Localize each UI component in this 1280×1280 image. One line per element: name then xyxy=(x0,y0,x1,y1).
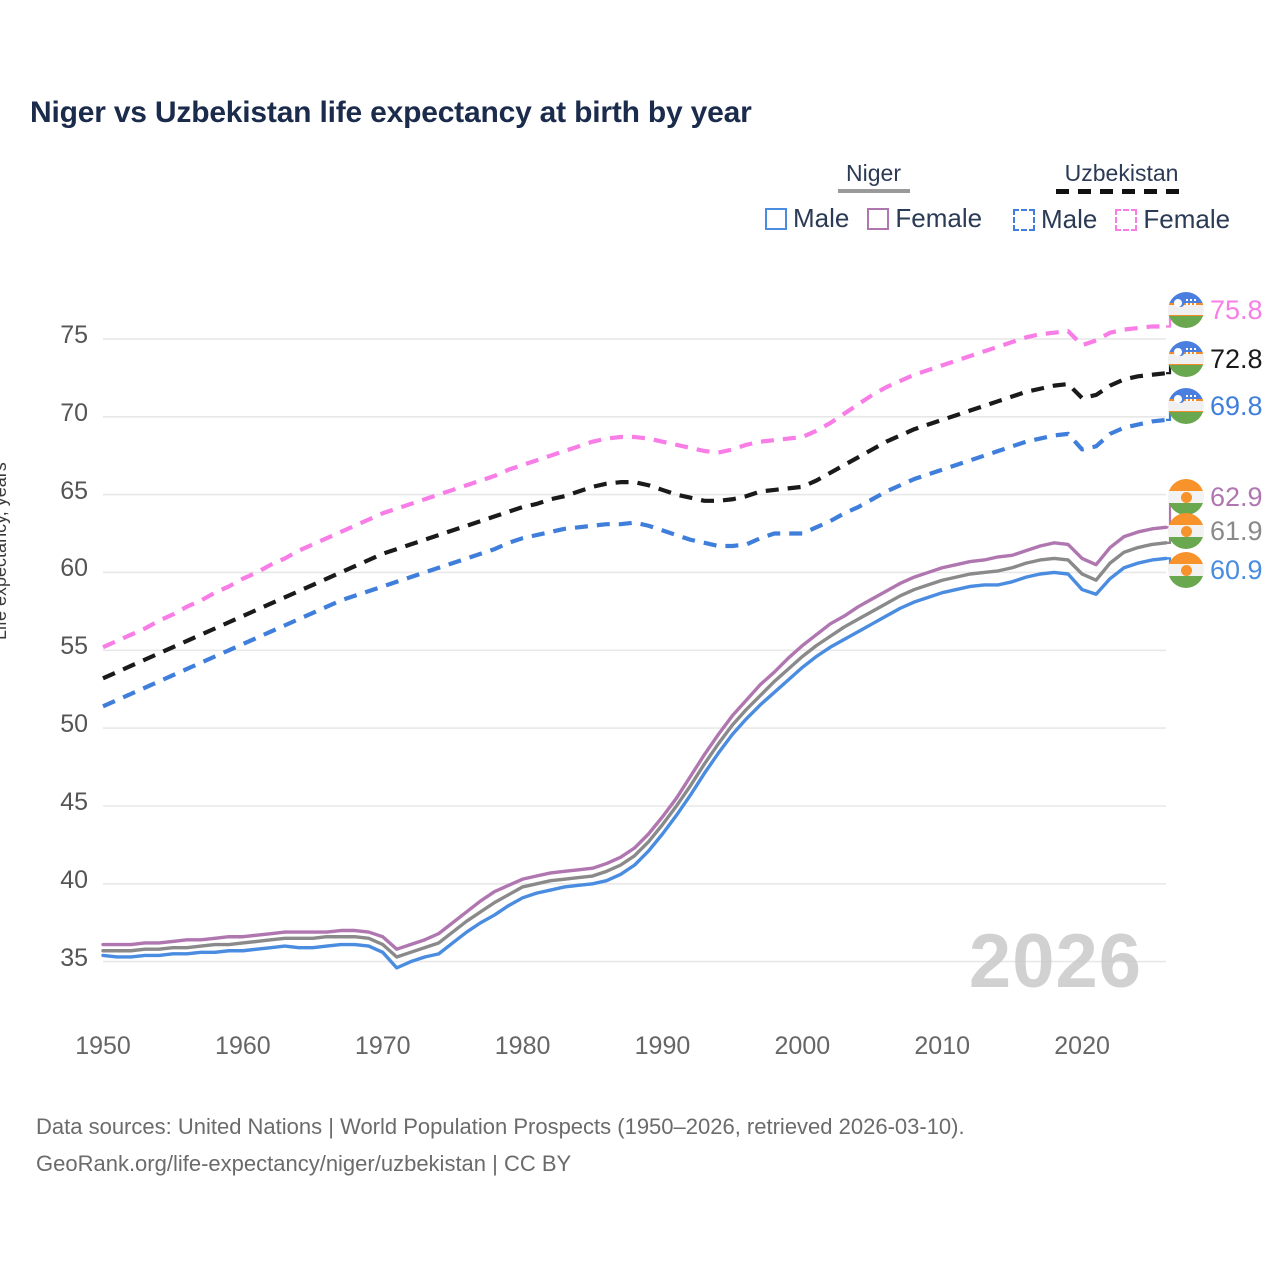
x-tick-label: 1990 xyxy=(634,1032,691,1060)
legend-item-uzbekistan-male[interactable]: Male xyxy=(1013,204,1097,235)
series-end-value: 60.9 xyxy=(1210,554,1263,585)
series-line-niger-total xyxy=(101,541,1168,959)
y-tick-label: 40 xyxy=(60,865,88,894)
y-tick-label: 50 xyxy=(60,710,88,739)
y-tick-label: 70 xyxy=(60,398,88,427)
chart-plot-area xyxy=(101,308,1178,970)
uzbekistan-flag-icon xyxy=(1168,341,1204,377)
x-tick-label: 2020 xyxy=(1054,1032,1110,1060)
y-tick-label: 75 xyxy=(60,320,88,349)
niger-flag-icon xyxy=(1168,552,1204,588)
legend-rule-uzbekistan xyxy=(1055,189,1188,194)
legend-group-niger: Niger Male Female xyxy=(765,160,982,234)
niger-flag-icon xyxy=(1168,479,1204,515)
x-tick-label: 1970 xyxy=(354,1032,411,1060)
legend-label-niger-female: Female xyxy=(895,203,983,233)
gridlines xyxy=(103,338,1166,963)
legend-label-uzbekistan-female: Female xyxy=(1143,204,1231,234)
y-tick-label: 45 xyxy=(60,787,88,816)
series-end-label: 61.9 xyxy=(1168,512,1263,550)
series-line-uzbekistan-male xyxy=(102,417,1167,709)
series-end-value: 62.9 xyxy=(1210,481,1263,512)
legend-swatch-uzbekistan-male xyxy=(1013,208,1035,231)
y-tick-label: 55 xyxy=(60,632,88,661)
series-line-niger-female xyxy=(101,525,1168,951)
footer-line-2: GeoRank.org/life-expectancy/niger/uzbeki… xyxy=(36,1151,572,1176)
x-tick-label: 1980 xyxy=(494,1032,551,1060)
y-tick-label: 65 xyxy=(60,476,88,505)
footer-line-1: Data sources: United Nations | World Pop… xyxy=(36,1114,965,1139)
series-line-niger-male xyxy=(101,556,1168,970)
footer-credits: Data sources: United Nations | World Pop… xyxy=(36,1108,965,1182)
series-end-label: 62.9 xyxy=(1168,478,1263,516)
x-tick-label: 1950 xyxy=(75,1032,131,1060)
legend-country-niger: Niger xyxy=(846,160,902,186)
legend-item-niger-male[interactable]: Male xyxy=(765,203,849,234)
legend-country-uzbekistan: Uzbekistan xyxy=(1064,160,1179,186)
page-title: Niger vs Uzbekistan life expectancy at b… xyxy=(30,96,752,129)
legend-group-uzbekistan: Uzbekistan Male Female xyxy=(1013,160,1230,235)
series-line-uzbekistan-female xyxy=(102,324,1166,650)
legend-swatch-niger-female xyxy=(867,207,890,230)
y-tick-label: 35 xyxy=(60,943,88,972)
x-tick-label: 2000 xyxy=(774,1032,831,1060)
chart-legend: Niger Male Female Uzbekistan Male xyxy=(755,160,1255,240)
series-end-value: 75.8 xyxy=(1210,294,1263,325)
legend-label-uzbekistan-male: Male xyxy=(1041,204,1098,234)
uzbekistan-flag-icon xyxy=(1168,388,1204,424)
series-end-value: 72.8 xyxy=(1210,343,1263,374)
legend-swatch-uzbekistan-female xyxy=(1115,208,1138,231)
legend-rule-niger xyxy=(837,189,910,193)
x-tick-label: 2010 xyxy=(914,1032,971,1060)
series-end-label: 60.9 xyxy=(1168,551,1263,589)
x-tick-label: 1960 xyxy=(215,1032,271,1060)
series-end-label: 75.8 xyxy=(1168,291,1263,329)
y-tick-label: 60 xyxy=(60,554,88,583)
series-end-value: 61.9 xyxy=(1210,515,1263,546)
legend-item-niger-female[interactable]: Female xyxy=(867,203,982,234)
uzbekistan-flag-icon xyxy=(1168,292,1204,328)
series-end-label: 69.8 xyxy=(1168,387,1263,425)
legend-item-uzbekistan-female[interactable]: Female xyxy=(1115,204,1230,235)
legend-swatch-niger-male xyxy=(765,207,787,230)
series-end-value: 69.8 xyxy=(1210,390,1263,421)
niger-flag-icon xyxy=(1168,513,1204,549)
series-lines xyxy=(101,324,1168,970)
series-end-label: 72.8 xyxy=(1168,340,1263,378)
series-line-uzbekistan-total xyxy=(102,371,1167,681)
legend-label-niger-male: Male xyxy=(793,203,850,233)
year-watermark: 2026 xyxy=(968,919,1142,1004)
